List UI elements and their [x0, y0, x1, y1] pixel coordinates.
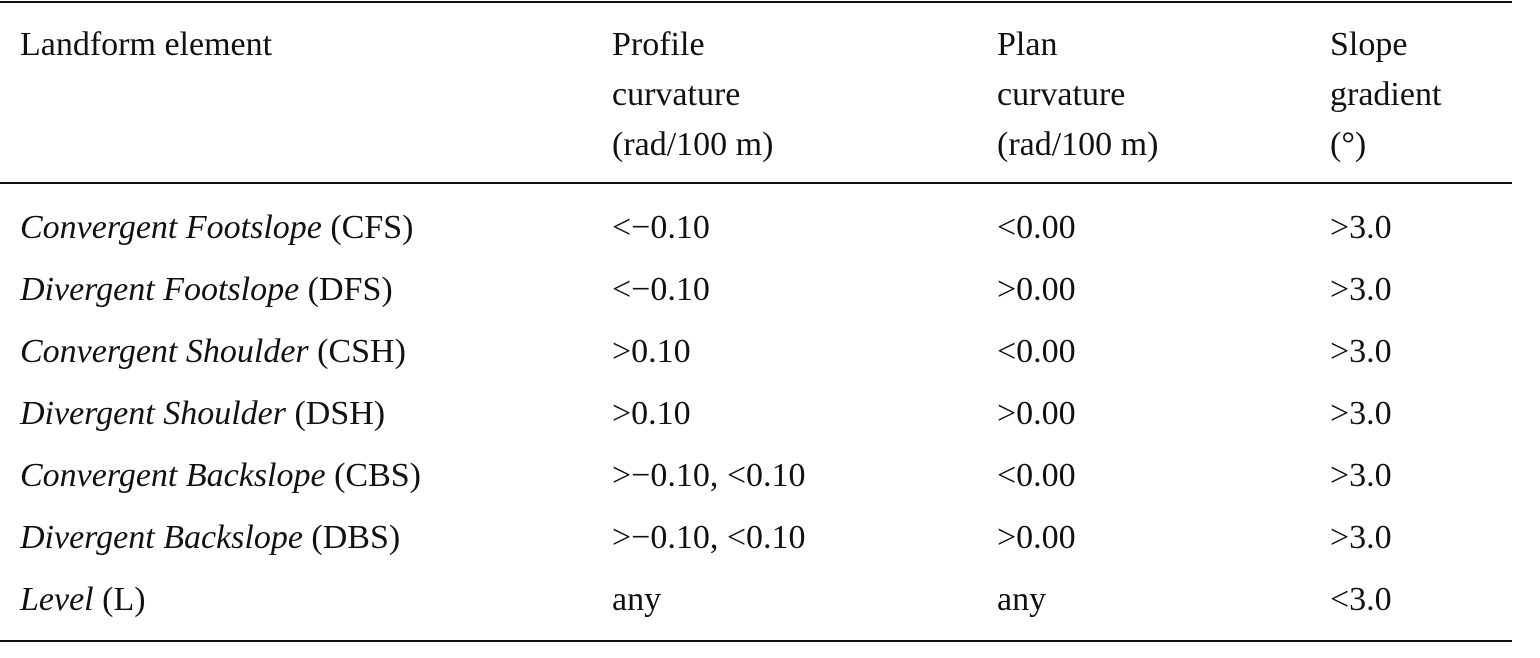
- landform-abbr: (CSH): [317, 333, 406, 370]
- cell: >−0.10, <0.10: [612, 519, 806, 556]
- cell: >0.00: [997, 395, 1076, 432]
- row-label: Convergent Shoulder (CSH): [20, 327, 406, 377]
- landform-name: Convergent Backslope: [20, 457, 326, 494]
- row-label: Convergent Footslope (CFS): [20, 203, 414, 253]
- cell: >3.0: [1330, 519, 1392, 556]
- top-rule: [0, 1, 1512, 3]
- header-cell: Slope: [1330, 26, 1408, 63]
- cell: <−0.10: [612, 271, 710, 308]
- cell: >−0.10, <0.10: [612, 457, 806, 494]
- cell: >0.10: [612, 395, 691, 432]
- header-cell: (rad/100 m): [997, 126, 1159, 163]
- landform-name: Divergent Footslope: [20, 271, 300, 308]
- row-label: Convergent Backslope (CBS): [20, 451, 421, 501]
- landform-abbr: (DFS): [307, 271, 393, 308]
- bottom-rule: [0, 640, 1512, 642]
- landform-name: Convergent Shoulder: [20, 333, 309, 370]
- header-cell: (rad/100 m): [612, 126, 774, 163]
- cell: >3.0: [1330, 395, 1392, 432]
- landform-abbr: (CFS): [330, 209, 414, 246]
- cell: <0.00: [997, 333, 1076, 370]
- landform-name: Divergent Backslope: [20, 519, 303, 556]
- cell: >3.0: [1330, 457, 1392, 494]
- landform-name: Level: [20, 581, 94, 618]
- landform-abbr: (L): [102, 581, 146, 618]
- header-cell: Profile: [612, 26, 705, 63]
- cell: >0.00: [997, 271, 1076, 308]
- cell: <0.00: [997, 209, 1076, 246]
- row-label: Divergent Shoulder (DSH): [20, 389, 385, 439]
- cell: any: [997, 581, 1047, 618]
- header-cell: curvature: [612, 76, 741, 113]
- cell: >0.00: [997, 519, 1076, 556]
- cell: <0.00: [997, 457, 1076, 494]
- header-cell: curvature: [997, 76, 1126, 113]
- cell: <3.0: [1330, 581, 1392, 618]
- landform-name: Convergent Footslope: [20, 209, 322, 246]
- cell: >0.10: [612, 333, 691, 370]
- header-cell: gradient: [1330, 76, 1442, 113]
- cell: <−0.10: [612, 209, 710, 246]
- row-label: Divergent Backslope (DBS): [20, 513, 400, 563]
- landform-abbr: (CBS): [334, 457, 422, 494]
- cell: >3.0: [1330, 271, 1392, 308]
- header-cell: (°): [1330, 126, 1367, 163]
- row-label: Divergent Footslope (DFS): [20, 265, 393, 315]
- cell: any: [612, 581, 662, 618]
- cell: >3.0: [1330, 333, 1392, 370]
- row-label: Level (L): [20, 575, 146, 625]
- header-cell: Landform element: [20, 26, 273, 63]
- header-rule: [0, 182, 1512, 184]
- cell: >3.0: [1330, 209, 1392, 246]
- landform-abbr: (DBS): [311, 519, 401, 556]
- landform-abbr: (DSH): [294, 395, 386, 432]
- landform-name: Divergent Shoulder: [20, 395, 286, 432]
- header-cell: Plan: [997, 26, 1058, 63]
